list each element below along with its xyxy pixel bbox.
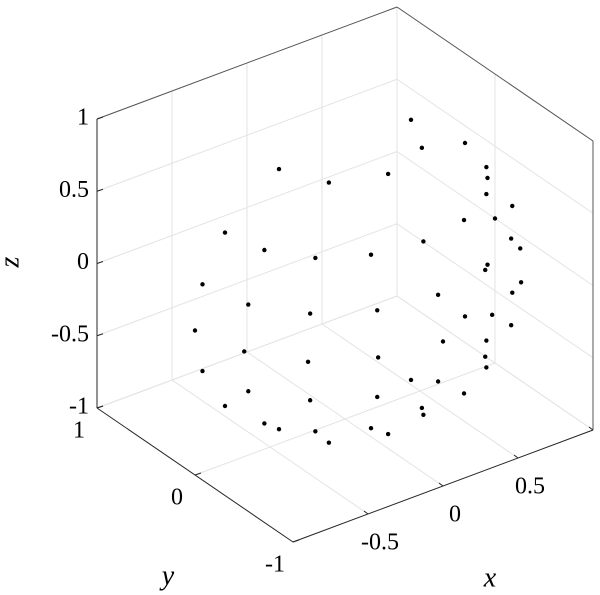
point: [262, 247, 267, 253]
point: [368, 425, 374, 431]
point: [326, 180, 332, 185]
point: [375, 394, 380, 400]
z-tick-label: 0.5: [59, 177, 89, 203]
point: [510, 203, 515, 209]
point: [408, 117, 414, 123]
point: [313, 255, 318, 261]
point: [262, 421, 267, 426]
point: [462, 314, 468, 319]
point: [440, 339, 446, 344]
point: [484, 365, 489, 370]
grid-line: [96, 78, 398, 192]
point: [461, 391, 467, 396]
z-tick: [96, 261, 104, 264]
point: [326, 440, 332, 445]
z-tick-label: 1: [77, 105, 89, 131]
point: [485, 175, 490, 181]
point: [435, 379, 441, 384]
x-tick: [363, 510, 369, 515]
point: [307, 398, 313, 403]
point: [368, 252, 374, 257]
point: [484, 191, 489, 197]
point: [484, 164, 489, 170]
point: [421, 412, 426, 417]
point: [222, 230, 228, 235]
x-tick: [438, 482, 444, 487]
y-tick-label: 1: [73, 418, 85, 444]
point: [489, 312, 495, 318]
z-tick-label: -0.5: [51, 321, 89, 347]
z-tick: [96, 188, 104, 192]
point: [305, 359, 311, 365]
y-tick-label: 0: [171, 485, 183, 511]
x-tick: [513, 454, 519, 459]
z-tick-label: -1: [69, 394, 89, 420]
point: [510, 290, 515, 295]
point: [508, 236, 514, 241]
point: [242, 349, 247, 354]
point: [483, 354, 488, 359]
point: [485, 262, 490, 267]
z-tick: [96, 116, 104, 120]
z-tick-label: 0: [77, 249, 89, 275]
y-tick: [96, 405, 104, 409]
y-tick: [194, 472, 202, 476]
x-axis-label: x: [483, 562, 497, 593]
point: [385, 431, 391, 437]
y-tick: [292, 539, 300, 543]
point: [192, 328, 198, 333]
point: [385, 171, 391, 177]
grid-line: [96, 223, 398, 337]
grid-line: [396, 78, 594, 214]
grid-line: [96, 295, 398, 409]
x-tick: [588, 426, 594, 431]
z-axis-label: z: [0, 256, 25, 268]
point: [276, 166, 282, 172]
point: [492, 216, 498, 221]
point: [246, 302, 251, 307]
grid-line: [396, 295, 594, 431]
x-tick-label: 0: [449, 502, 461, 528]
point: [419, 405, 425, 411]
point: [421, 239, 426, 244]
y-tick-label: -1: [265, 552, 285, 578]
point: [419, 145, 425, 151]
point: [461, 217, 467, 223]
point: [484, 338, 489, 343]
point: [483, 267, 488, 273]
x-tick-label: -0.5: [361, 530, 399, 556]
point: [518, 280, 524, 285]
point: [375, 355, 381, 360]
point: [518, 246, 523, 251]
point: [313, 429, 318, 434]
box-edge: [396, 6, 594, 142]
point: [200, 282, 205, 287]
point: [462, 140, 468, 146]
grid-line: [396, 223, 594, 359]
point: [276, 426, 282, 432]
point: [246, 389, 251, 394]
point: [435, 292, 441, 297]
point: [375, 308, 380, 313]
point: [408, 377, 414, 383]
point: [307, 311, 313, 316]
grid-line: [96, 151, 398, 264]
grid-line: [194, 362, 496, 476]
z-tick: [96, 333, 104, 337]
x-tick-label: 0.5: [515, 474, 545, 500]
box-edge: [96, 6, 398, 120]
point: [222, 403, 228, 409]
y-axis-label: y: [159, 560, 175, 591]
point: [200, 368, 205, 374]
point: [508, 323, 514, 328]
